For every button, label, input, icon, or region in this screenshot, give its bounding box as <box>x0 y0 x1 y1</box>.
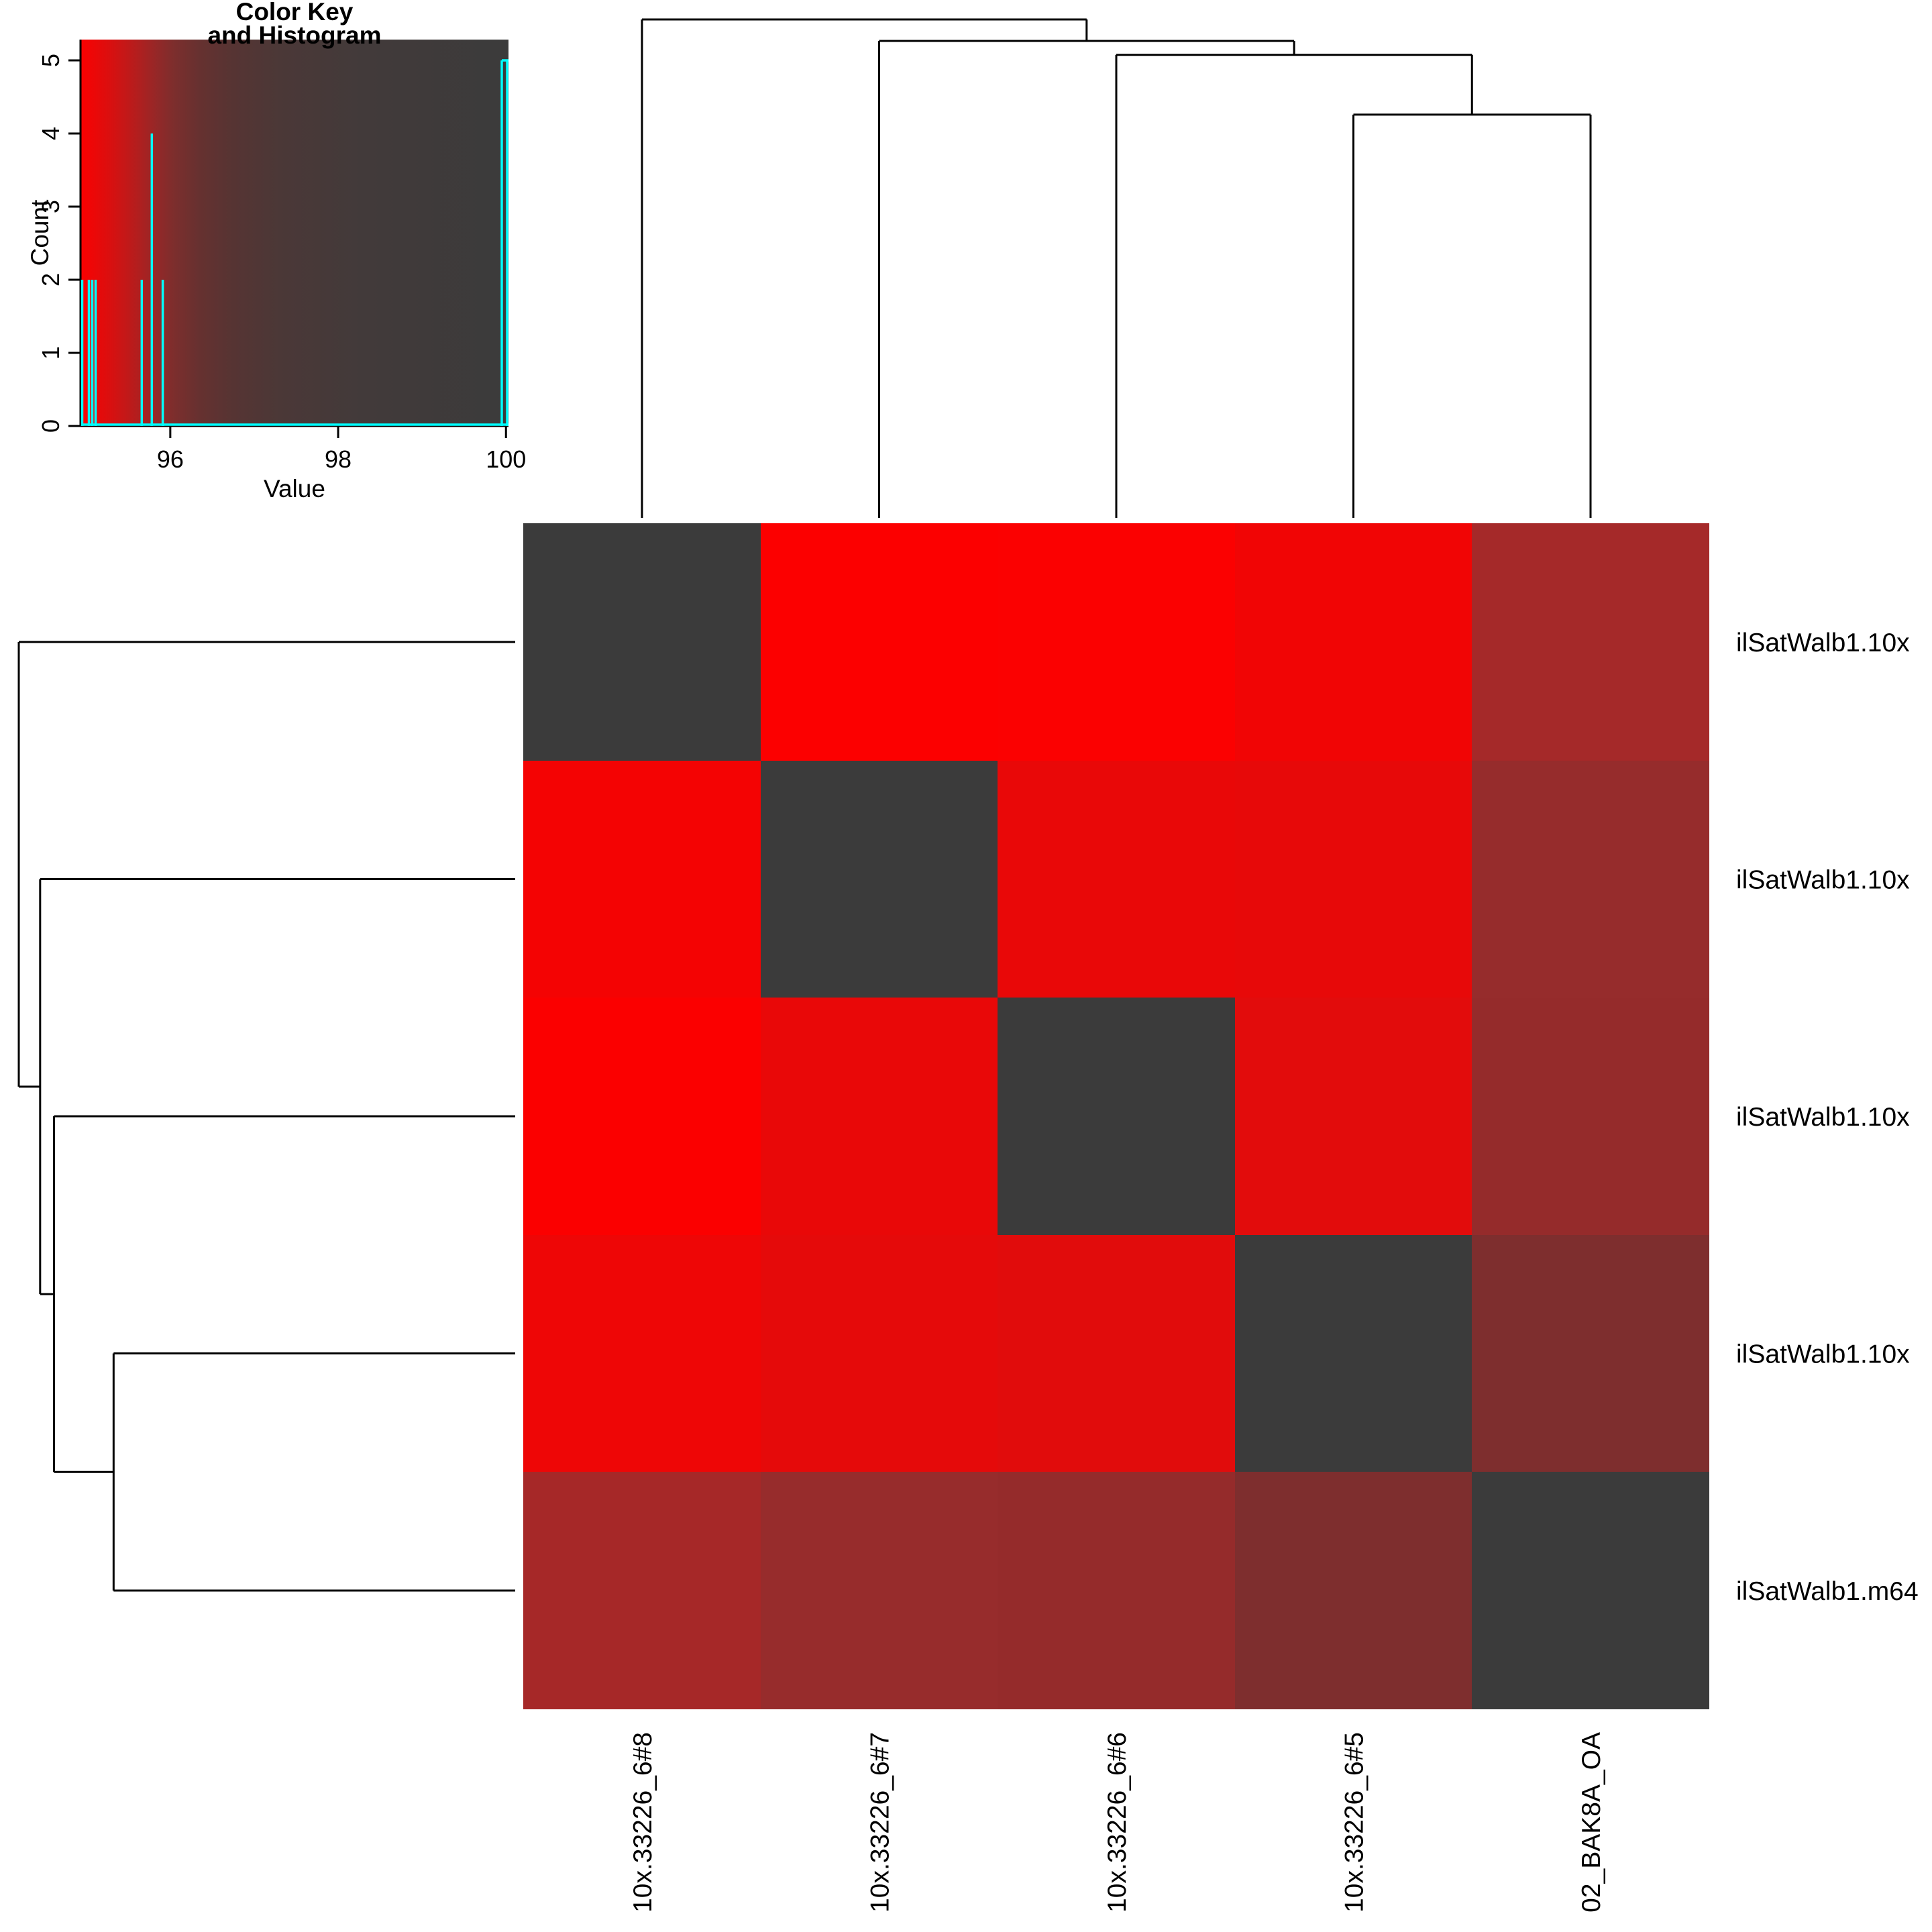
heatmap-cell <box>998 523 1235 761</box>
heatmap-cell <box>1472 1472 1709 1709</box>
heatmap-cell <box>998 1472 1235 1709</box>
heatmap-cell <box>761 1235 998 1472</box>
color-key-title: Color Key and Histogram <box>80 0 508 49</box>
heatmap-cell <box>523 998 761 1235</box>
heatmap-cell <box>998 1235 1235 1472</box>
heatmap-cell <box>1472 998 1709 1235</box>
heatmap-cell <box>523 1235 761 1472</box>
heatmap-cell <box>1472 761 1709 998</box>
heatmap-cell <box>1235 998 1472 1235</box>
heatmap-cell <box>1472 523 1709 761</box>
color-key-ylabel: Count <box>26 199 54 266</box>
heatmap-cell <box>523 1472 761 1709</box>
heatmap-cell <box>1235 1472 1472 1709</box>
heatmap-cell <box>998 761 1235 998</box>
heatmap-cell <box>761 761 998 998</box>
heatmap-cell <box>1235 761 1472 998</box>
color-key-xlabel: Value <box>264 475 325 502</box>
heatmap-cell <box>998 998 1235 1235</box>
heatmap-cell <box>1472 1235 1709 1472</box>
heatmap-cell <box>761 998 998 1235</box>
heatmap-cell <box>1235 523 1472 761</box>
color-key-title-line2: and Histogram <box>207 21 382 49</box>
heatmap-cell <box>523 761 761 998</box>
heatmap-cell <box>761 523 998 761</box>
heatmap-cell <box>523 523 761 761</box>
heatmap-cell <box>1235 1235 1472 1472</box>
heatmap-cell <box>761 1472 998 1709</box>
color-key-title-line1: Color Key <box>235 0 354 25</box>
